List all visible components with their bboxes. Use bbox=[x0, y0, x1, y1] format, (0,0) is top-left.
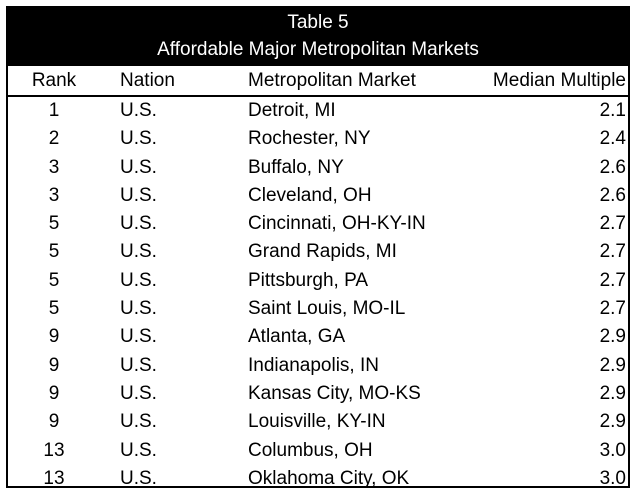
rank-cell: 9 bbox=[48, 411, 60, 433]
nation-cell: U.S. bbox=[120, 354, 157, 376]
table-row: 3 U.S. Cleveland, OH 2.6 bbox=[8, 182, 628, 210]
markets-table: Table 5 Affordable Major Metropolitan Ma… bbox=[6, 6, 630, 489]
nation-cell: U.S. bbox=[120, 269, 157, 291]
median-multiple-cell: 2.9 bbox=[599, 411, 626, 433]
median-multiple-cell: 2.1 bbox=[599, 100, 626, 121]
header-metropolitan-market: Metropolitan Market bbox=[248, 70, 416, 91]
rank-cell: 2 bbox=[48, 128, 60, 150]
median-multiple-cell: 2.6 bbox=[599, 184, 626, 206]
table-row: 1 U.S. Detroit, MI 2.1 bbox=[8, 97, 628, 125]
table-row: 9 U.S. Indianapolis, IN 2.9 bbox=[8, 352, 628, 380]
rank-cell: 5 bbox=[48, 213, 60, 235]
nation-cell: U.S. bbox=[120, 298, 157, 320]
nation-cell: U.S. bbox=[120, 326, 157, 348]
nation-cell: U.S. bbox=[120, 467, 157, 489]
median-multiple-cell: 2.9 bbox=[599, 382, 626, 404]
table-header-row: Rank Nation Metropolitan Market Median M… bbox=[8, 66, 628, 97]
median-multiple-cell: 2.9 bbox=[599, 326, 626, 348]
median-multiple-cell: 3.0 bbox=[599, 439, 626, 461]
rank-cell: 9 bbox=[48, 382, 60, 404]
rank-cell: 9 bbox=[48, 354, 60, 376]
median-multiple-cell: 2.7 bbox=[599, 241, 626, 263]
table-subtitle: Affordable Major Metropolitan Markets bbox=[157, 39, 479, 60]
table-row: 13 U.S. Columbus, OH 3.0 bbox=[8, 437, 628, 465]
rank-cell: 1 bbox=[48, 100, 60, 121]
market-cell: Kansas City, MO-KS bbox=[248, 382, 421, 404]
median-multiple-cell: 2.7 bbox=[599, 298, 626, 320]
rank-cell: 5 bbox=[48, 298, 60, 320]
rank-cell: 13 bbox=[43, 467, 65, 489]
market-cell: Columbus, OH bbox=[248, 439, 373, 461]
market-cell: Louisville, KY-IN bbox=[248, 411, 386, 433]
table-row: 5 U.S. Cincinnati, OH-KY-IN 2.7 bbox=[8, 210, 628, 238]
table-row: 9 U.S. Atlanta, GA 2.9 bbox=[8, 323, 628, 351]
median-multiple-cell: 2.7 bbox=[599, 269, 626, 291]
header-median-multiple: Median Multiple bbox=[492, 70, 626, 91]
rank-cell: 3 bbox=[48, 184, 60, 206]
table-row: 9 U.S. Louisville, KY-IN 2.9 bbox=[8, 408, 628, 436]
table-row: 5 U.S. Grand Rapids, MI 2.7 bbox=[8, 238, 628, 266]
table-row: 9 U.S. Kansas City, MO-KS 2.9 bbox=[8, 380, 628, 408]
header-nation: Nation bbox=[120, 70, 175, 91]
nation-cell: U.S. bbox=[120, 241, 157, 263]
table-row: 5 U.S. Pittsburgh, PA 2.7 bbox=[8, 267, 628, 295]
market-cell: Atlanta, GA bbox=[248, 326, 346, 348]
rank-cell: 5 bbox=[48, 241, 60, 263]
table-row: 3 U.S. Buffalo, NY 2.6 bbox=[8, 154, 628, 182]
nation-cell: U.S. bbox=[120, 156, 157, 178]
nation-cell: U.S. bbox=[120, 213, 157, 235]
rank-cell: 9 bbox=[48, 326, 60, 348]
table-row: 2 U.S. Rochester, NY 2.4 bbox=[8, 125, 628, 153]
nation-cell: U.S. bbox=[120, 439, 157, 461]
nation-cell: U.S. bbox=[120, 100, 157, 121]
table-body: 1 U.S. Detroit, MI 2.1 2 U.S. Rochester, NY 2.4… bbox=[8, 97, 628, 493]
rank-cell: 3 bbox=[48, 156, 60, 178]
median-multiple-cell: 2.9 bbox=[599, 354, 626, 376]
market-cell: Indianapolis, IN bbox=[248, 354, 379, 376]
rank-cell: 13 bbox=[43, 439, 65, 461]
market-cell: Cleveland, OH bbox=[248, 184, 372, 206]
median-multiple-cell: 2.7 bbox=[599, 213, 626, 235]
market-cell: Grand Rapids, MI bbox=[248, 241, 397, 263]
table-title: Table 5 bbox=[287, 12, 349, 33]
median-multiple-cell: 3.0 bbox=[599, 467, 626, 489]
market-cell: Buffalo, NY bbox=[248, 156, 344, 178]
market-cell: Rochester, NY bbox=[248, 128, 371, 150]
table-title-band: Table 5 Affordable Major Metropolitan Ma… bbox=[8, 8, 628, 66]
nation-cell: U.S. bbox=[120, 382, 157, 404]
rank-cell: 5 bbox=[48, 269, 60, 291]
nation-cell: U.S. bbox=[120, 128, 157, 150]
market-cell: Saint Louis, MO-IL bbox=[248, 298, 406, 320]
market-cell: Pittsburgh, PA bbox=[248, 269, 369, 291]
market-cell: Oklahoma City, OK bbox=[248, 467, 410, 489]
median-multiple-cell: 2.6 bbox=[599, 156, 626, 178]
nation-cell: U.S. bbox=[120, 411, 157, 433]
table-row: 13 U.S. Oklahoma City, OK 3.0 bbox=[8, 465, 628, 493]
market-cell: Detroit, MI bbox=[248, 100, 336, 121]
table-row: 5 U.S. Saint Louis, MO-IL 2.7 bbox=[8, 295, 628, 323]
nation-cell: U.S. bbox=[120, 184, 157, 206]
median-multiple-cell: 2.4 bbox=[599, 128, 626, 150]
header-rank: Rank bbox=[31, 70, 77, 91]
market-cell: Cincinnati, OH-KY-IN bbox=[248, 213, 426, 235]
